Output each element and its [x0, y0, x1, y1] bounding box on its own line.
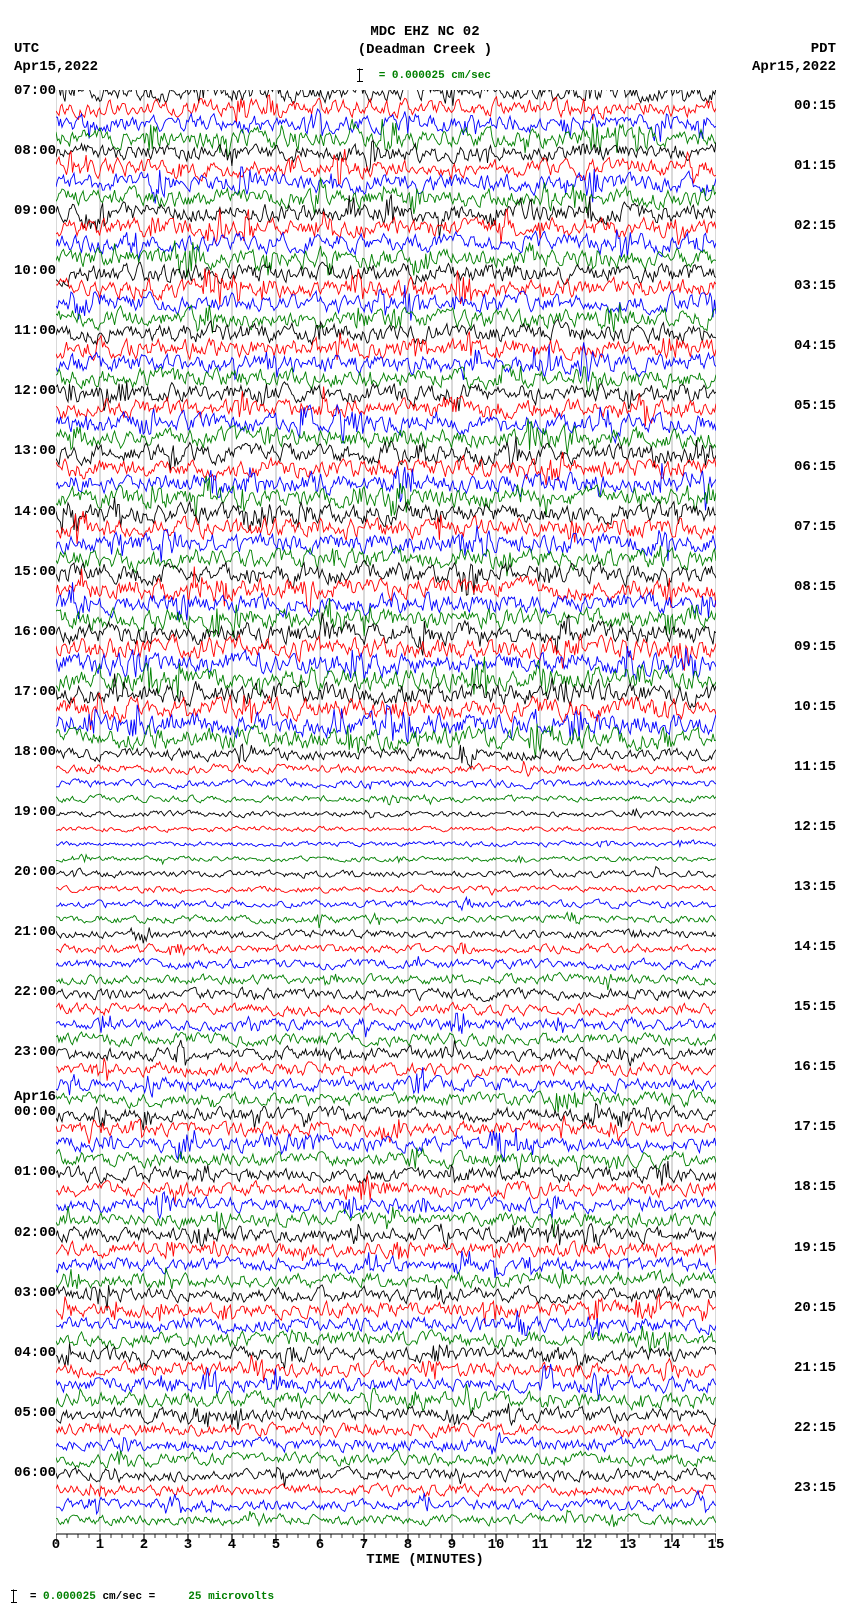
right-time-label: 05:15 [794, 399, 836, 413]
left-hour-label: 16:00 [14, 625, 56, 639]
footer-eq2: = [149, 1591, 162, 1603]
x-tick-number: 13 [620, 1537, 637, 1553]
location-line: (Deadman Creek ) [0, 42, 850, 60]
x-axis-label: TIME (MINUTES) [0, 1552, 850, 1568]
right-time-label: 22:15 [794, 1421, 836, 1435]
footer-scale: = 0.000025 cm/sec = 25 microvolts [0, 1585, 274, 1603]
left-hour-label: 19:00 [14, 805, 56, 819]
right-time-label: 12:15 [794, 820, 836, 834]
left-hour-label: 02:00 [14, 1226, 56, 1240]
right-time-label: 06:15 [794, 460, 836, 474]
right-time-label: 10:15 [794, 700, 836, 714]
left-hour-label: 05:00 [14, 1406, 56, 1420]
left-hour-label: 23:00 [14, 1045, 56, 1059]
right-time-label: 00:15 [794, 99, 836, 113]
left-hour-label: 15:00 [14, 565, 56, 579]
x-tick-number: 10 [488, 1537, 505, 1553]
left-hour-label: 10:00 [14, 264, 56, 278]
left-hour-label: 00:00 [14, 1105, 56, 1119]
plot-area [56, 90, 716, 1532]
right-time-label: 18:15 [794, 1180, 836, 1194]
left-hour-label: 14:00 [14, 505, 56, 519]
right-time-label: 01:15 [794, 159, 836, 173]
left-hour-label: 09:00 [14, 204, 56, 218]
x-tick-number: 3 [184, 1537, 192, 1553]
left-hour-label: 07:00 [14, 84, 56, 98]
right-time-label: 21:15 [794, 1361, 836, 1375]
right-time-label: 09:15 [794, 640, 836, 654]
x-tick-number: 0 [52, 1537, 60, 1553]
left-hour-label: 08:00 [14, 144, 56, 158]
x-tick-number: 2 [140, 1537, 148, 1553]
x-tick-number: 5 [272, 1537, 280, 1553]
right-time-label: 20:15 [794, 1301, 836, 1315]
left-hour-label: 06:00 [14, 1466, 56, 1480]
x-tick-number: 12 [576, 1537, 593, 1553]
footer-val: 0.000025 [43, 1591, 96, 1603]
station-line: MDC EHZ NC 02 [0, 24, 850, 42]
right-time-label: 19:15 [794, 1241, 836, 1255]
x-tick-number: 7 [360, 1537, 368, 1553]
left-hour-label: 11:00 [14, 324, 56, 338]
amplitude-scale: = 0.000025 cm/sec [0, 64, 850, 83]
x-tick-number: 8 [404, 1537, 412, 1553]
left-hour-label: 20:00 [14, 865, 56, 879]
x-tick-number: 15 [708, 1537, 725, 1553]
right-time-label: 11:15 [794, 760, 836, 774]
right-time-label: 17:15 [794, 1120, 836, 1134]
left-hour-label: 12:00 [14, 384, 56, 398]
right-time-label: 03:15 [794, 279, 836, 293]
right-time-label: 23:15 [794, 1481, 836, 1495]
helicorder-container: MDC EHZ NC 02 (Deadman Creek ) UTC Apr15… [0, 0, 850, 1613]
left-hour-label: 18:00 [14, 745, 56, 759]
left-hour-label: 04:00 [14, 1346, 56, 1360]
scale-bar-icon [359, 68, 369, 82]
x-tick-number: 9 [448, 1537, 456, 1553]
right-time-label: 13:15 [794, 880, 836, 894]
helicorder-svg [56, 90, 716, 1562]
right-time-label: 16:15 [794, 1060, 836, 1074]
right-time-label: 15:15 [794, 1000, 836, 1014]
left-hour-label: 03:00 [14, 1286, 56, 1300]
scale-text: = 0.000025 cm/sec [379, 70, 491, 82]
x-tick-number: 14 [664, 1537, 681, 1553]
x-tick-number: 11 [532, 1537, 549, 1553]
right-time-label: 07:15 [794, 520, 836, 534]
right-time-label: 14:15 [794, 940, 836, 954]
footer-mv: 25 microvolts [188, 1591, 274, 1603]
utc-tz: UTC [14, 41, 98, 59]
footer-scale-bar-icon [13, 1589, 23, 1603]
right-time-label: 08:15 [794, 580, 836, 594]
left-hour-label: 01:00 [14, 1165, 56, 1179]
footer-eq1: = [30, 1591, 43, 1603]
left-hour-label: 13:00 [14, 444, 56, 458]
left-hour-label: 22:00 [14, 985, 56, 999]
footer-unit: cm/sec [102, 1591, 142, 1603]
day-marker: Apr16 [14, 1090, 56, 1104]
x-tick-number: 6 [316, 1537, 324, 1553]
x-tick-number: 4 [228, 1537, 236, 1553]
header-title: MDC EHZ NC 02 (Deadman Creek ) [0, 24, 850, 59]
left-hour-label: 17:00 [14, 685, 56, 699]
x-tick-number: 1 [96, 1537, 104, 1553]
left-hour-label: 21:00 [14, 925, 56, 939]
right-time-label: 02:15 [794, 219, 836, 233]
pdt-tz: PDT [752, 41, 836, 59]
footer-symbol [0, 1591, 7, 1603]
right-time-label: 04:15 [794, 339, 836, 353]
